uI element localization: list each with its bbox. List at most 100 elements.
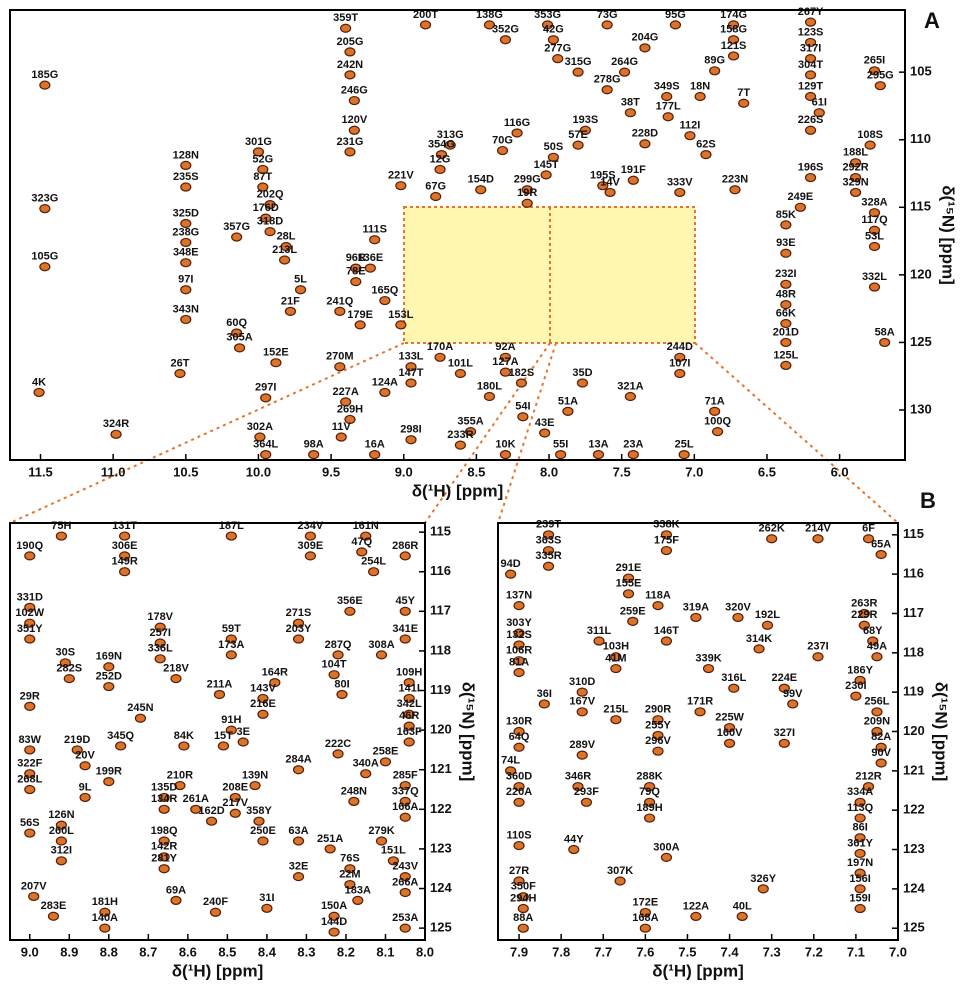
peak (56, 532, 66, 540)
peak-label: 107I (669, 357, 690, 369)
peak-label: 210R (167, 769, 193, 781)
peak-label: 245N (127, 702, 153, 714)
peak (370, 451, 380, 459)
peak-label: 173A (218, 639, 244, 651)
peak-label: 346R (565, 770, 591, 782)
panel-title: B (920, 488, 936, 513)
peak-label: 48R (776, 289, 796, 301)
y-axis-label: δ(¹⁵N) [ppm] (939, 185, 958, 285)
peak (400, 552, 410, 560)
peak-label: 356E (337, 595, 363, 607)
peak-label: 150A (321, 900, 347, 912)
peak-label: 224E (771, 672, 797, 684)
peak-label: 117Q (861, 214, 888, 226)
peak-label: 255Y (645, 719, 671, 731)
peak-label: 42G (543, 24, 564, 36)
peak-label: 281Y (151, 853, 177, 865)
peak (218, 742, 228, 750)
peak-label: 83W (18, 734, 41, 746)
peak-label: 317I (800, 43, 821, 55)
peak (181, 161, 191, 169)
peak-label: 300A (653, 841, 679, 853)
peak-label: 94D (501, 558, 521, 570)
peak-label: 78E (346, 266, 366, 278)
peak (679, 451, 689, 459)
peak (602, 21, 612, 29)
peak (380, 388, 390, 396)
peak (325, 845, 335, 853)
peak-label: 238G (172, 226, 199, 238)
peak-label: 259E (620, 605, 646, 617)
peak (781, 280, 791, 288)
peak-label: 70G (492, 134, 513, 146)
peak-label: 352G (492, 24, 519, 36)
peak-label: 248N (341, 785, 367, 797)
peak-label: 204G (631, 32, 658, 44)
peak (40, 263, 50, 271)
peak-label: 349S (654, 80, 680, 92)
peak-label: 6F (862, 523, 875, 535)
peak (396, 321, 406, 329)
peak-label: 226S (798, 114, 824, 126)
peak (238, 738, 248, 746)
peak (628, 451, 638, 459)
peak-label: 268L (17, 773, 42, 785)
peak (369, 568, 379, 576)
peak-label: 90V (871, 747, 891, 759)
peak-label: 125L (773, 349, 798, 361)
y-tick-label: 116 (430, 563, 451, 578)
peak-label: 191F (621, 164, 646, 176)
peak (624, 590, 634, 598)
peak (421, 21, 431, 29)
peak (116, 742, 126, 750)
y-tick-label: 123 (903, 841, 925, 856)
peak-label: 267Y (798, 6, 824, 18)
peak-label: 71A (705, 395, 725, 407)
peak (111, 430, 121, 438)
peak-label: 212R (855, 770, 881, 782)
x-tick-label: 8.5 (218, 944, 236, 959)
peak-label: 225W (715, 711, 744, 723)
peak (512, 129, 522, 137)
peak-label: 40L (733, 900, 752, 912)
peak-label: 49A (867, 641, 887, 653)
peak-label: 91H (221, 714, 241, 726)
peak (691, 912, 701, 920)
peak-label: 133L (398, 351, 423, 363)
peak-label: 135D (151, 781, 177, 793)
peak (500, 36, 510, 44)
y-tick-label: 119 (903, 684, 924, 699)
peak (25, 746, 35, 754)
peak-label: 106R (506, 645, 532, 657)
peak-label: 324R (103, 418, 129, 430)
peak (522, 199, 532, 207)
peak-label: 142R (151, 841, 177, 853)
peak-label: 197N (847, 857, 873, 869)
peak (539, 700, 549, 708)
peak (695, 708, 705, 716)
peak (806, 18, 816, 26)
x-tick-label: 6.5 (758, 464, 776, 479)
peak (779, 739, 789, 747)
peak (813, 535, 823, 543)
x-tick-label: 7.1 (847, 944, 865, 959)
peak-label: 146T (654, 625, 679, 637)
peak-label: 169N (96, 651, 122, 663)
peak-label: 143V (250, 682, 276, 694)
peak-label: 310D (569, 676, 595, 688)
peak-label: 295G (867, 70, 894, 82)
peak-label: 190Q (16, 540, 43, 552)
peak-label: 120V (341, 114, 367, 126)
peak-label: 329N (842, 176, 868, 188)
peak (365, 264, 375, 272)
peak (48, 912, 58, 920)
peak-label: 180L (477, 380, 502, 392)
peak-label: 27R (509, 865, 529, 877)
peak (781, 338, 791, 346)
x-tick-label: 11.5 (28, 464, 53, 479)
peak (661, 547, 671, 555)
peak-label: 29R (20, 690, 40, 702)
peak-label: 285F (393, 769, 418, 781)
peak-label: 19R (517, 187, 537, 199)
peak-label: 159I (849, 892, 870, 904)
